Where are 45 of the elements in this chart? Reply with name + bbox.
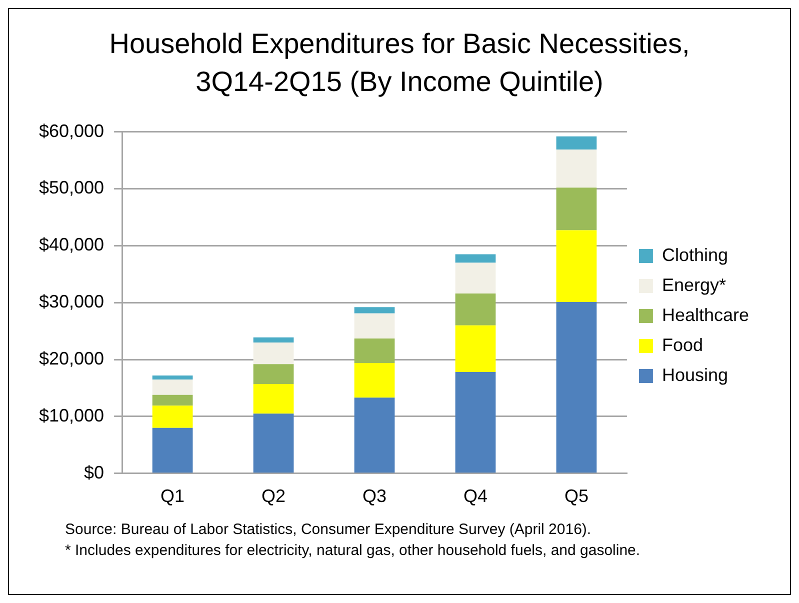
legend-label: Healthcare	[662, 304, 749, 325]
x-tick-label: Q1	[160, 486, 185, 506]
bar	[556, 302, 597, 473]
bar	[455, 325, 496, 372]
x-tick-label: Q2	[262, 486, 286, 506]
y-tick-label: $60,000	[38, 120, 104, 141]
bar	[455, 254, 496, 263]
legend-label: Clothing	[662, 244, 728, 265]
bar	[354, 338, 395, 363]
bar	[556, 188, 597, 230]
bar	[152, 428, 193, 473]
x-tick-label: Q5	[564, 486, 588, 506]
y-tick-label: $40,000	[38, 234, 104, 255]
bar	[152, 406, 193, 428]
y-tick-label: $10,000	[38, 405, 104, 426]
text: * Includes expenditures for electricity, natural gas, other household fuels, and gasoline.	[65, 541, 642, 561]
y-tick-label: $50,000	[38, 178, 104, 198]
chart-title: Household Expenditures for Basic Necessities, 3Q14-2Q15 (By Income Quintile)	[108, 27, 691, 99]
bar	[455, 372, 496, 473]
bar	[556, 149, 597, 188]
y-tick-label: $20,000	[38, 348, 104, 368]
y-tick-label: $0	[84, 462, 104, 482]
bar	[152, 394, 193, 406]
bar	[455, 293, 496, 326]
x-tick-label: Q3	[362, 486, 387, 506]
bar	[253, 384, 294, 414]
bar	[354, 307, 395, 314]
bar	[253, 337, 294, 342]
bar	[354, 398, 395, 473]
legend-label: Housing	[662, 364, 728, 385]
bar	[455, 262, 496, 294]
bar	[354, 362, 395, 398]
y-tick-label: $30,000	[38, 292, 104, 312]
legend-label: Food	[662, 334, 703, 355]
bar	[152, 379, 193, 395]
bar	[556, 230, 597, 302]
source-note: Source: Bureau of Labor Statistics, Consumer Expenditure Survey (April 2016).	[65, 520, 592, 540]
x-tick-label: Q4	[463, 486, 488, 506]
bar	[556, 136, 597, 150]
legend-label: Energy*	[662, 274, 726, 295]
bar	[253, 414, 294, 473]
bar	[253, 364, 294, 384]
bar	[354, 313, 395, 338]
bar	[152, 375, 193, 380]
bar	[253, 342, 294, 364]
